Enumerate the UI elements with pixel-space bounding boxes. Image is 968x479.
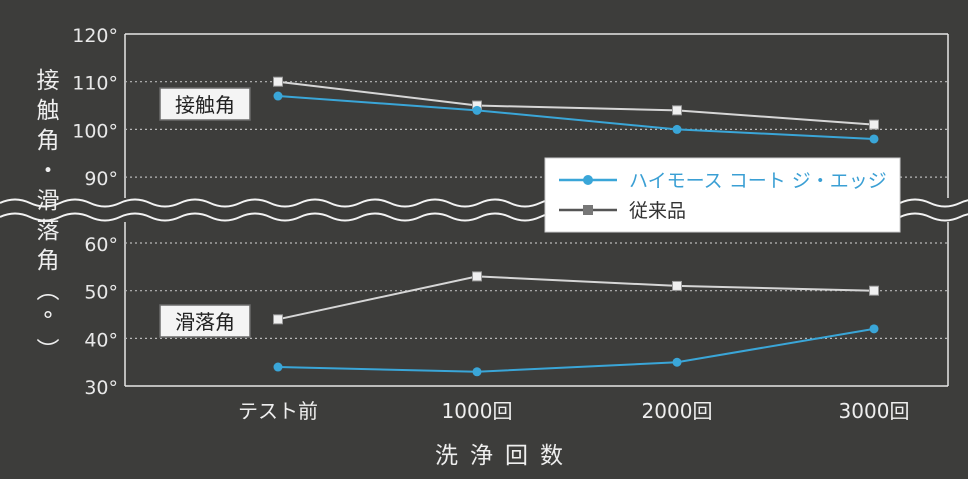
series-line (277, 95, 875, 140)
series-line (277, 275, 875, 321)
legend-label: 従来品 (629, 200, 686, 222)
legend-label: ハイモース コート ジ・エッジ (629, 170, 887, 192)
y-tick-label: 110° (72, 73, 118, 95)
x-axis-label: 洗浄回数 (435, 443, 575, 469)
y-tick-label: 90° (84, 168, 118, 190)
y-tick-label: 100° (72, 120, 118, 142)
y-axis-label: 接触角・滑落角︵ ° ︶ (37, 68, 60, 364)
x-tick-label: テスト前 (238, 399, 318, 423)
group-label-box (159, 304, 251, 338)
data-point (273, 91, 283, 101)
series-line (277, 80, 875, 126)
data-point (672, 105, 682, 116)
y-tick-label: 60° (84, 234, 118, 256)
legend-marker (583, 205, 593, 215)
series-layer (273, 76, 879, 377)
data-point (273, 314, 283, 325)
y-axis-label-char: 接 (37, 68, 60, 94)
y-axis-label-char: 角 (37, 248, 60, 274)
x-tick-label: 2000回 (642, 399, 713, 423)
y-tick-label: 50° (84, 282, 118, 304)
x-tick-label: 3000回 (839, 399, 910, 423)
data-point (869, 285, 879, 296)
y-axis-label-char: ︶ (37, 338, 60, 364)
group-label-box (159, 87, 251, 121)
y-axis-label-char: 落 (37, 218, 60, 244)
data-point (672, 280, 682, 291)
y-tick-label: 40° (84, 329, 118, 351)
y-axis-label-char: 滑 (37, 188, 60, 214)
axis-layer: 接触角・滑落角︵ ° ︶ 洗浄回数 120°110°100°90°60°50°40°… (37, 25, 910, 469)
y-axis-label-char: 角 (37, 128, 60, 154)
y-axis-label-char: 触 (37, 98, 60, 124)
data-point (472, 271, 482, 282)
data-point (273, 362, 283, 372)
data-point (869, 119, 879, 130)
y-tick-label: 30° (84, 377, 118, 399)
data-point (273, 76, 283, 87)
legend-marker (583, 175, 593, 185)
legend-box (544, 157, 901, 233)
group-label: 接触角 (175, 93, 235, 117)
data-point (672, 124, 682, 134)
y-axis-label-char: ° (42, 308, 54, 334)
data-point (472, 367, 482, 377)
data-point (672, 357, 682, 367)
series-line (277, 327, 875, 373)
y-axis-label-char: ・ (37, 158, 60, 184)
y-axis-label-char: ︵ (37, 278, 60, 304)
y-tick-label: 120° (72, 25, 118, 47)
data-point (869, 324, 879, 334)
x-tick-label: 1000回 (442, 399, 513, 423)
group-label: 滑落角 (175, 310, 235, 334)
data-point (869, 134, 879, 144)
data-point (472, 105, 482, 115)
